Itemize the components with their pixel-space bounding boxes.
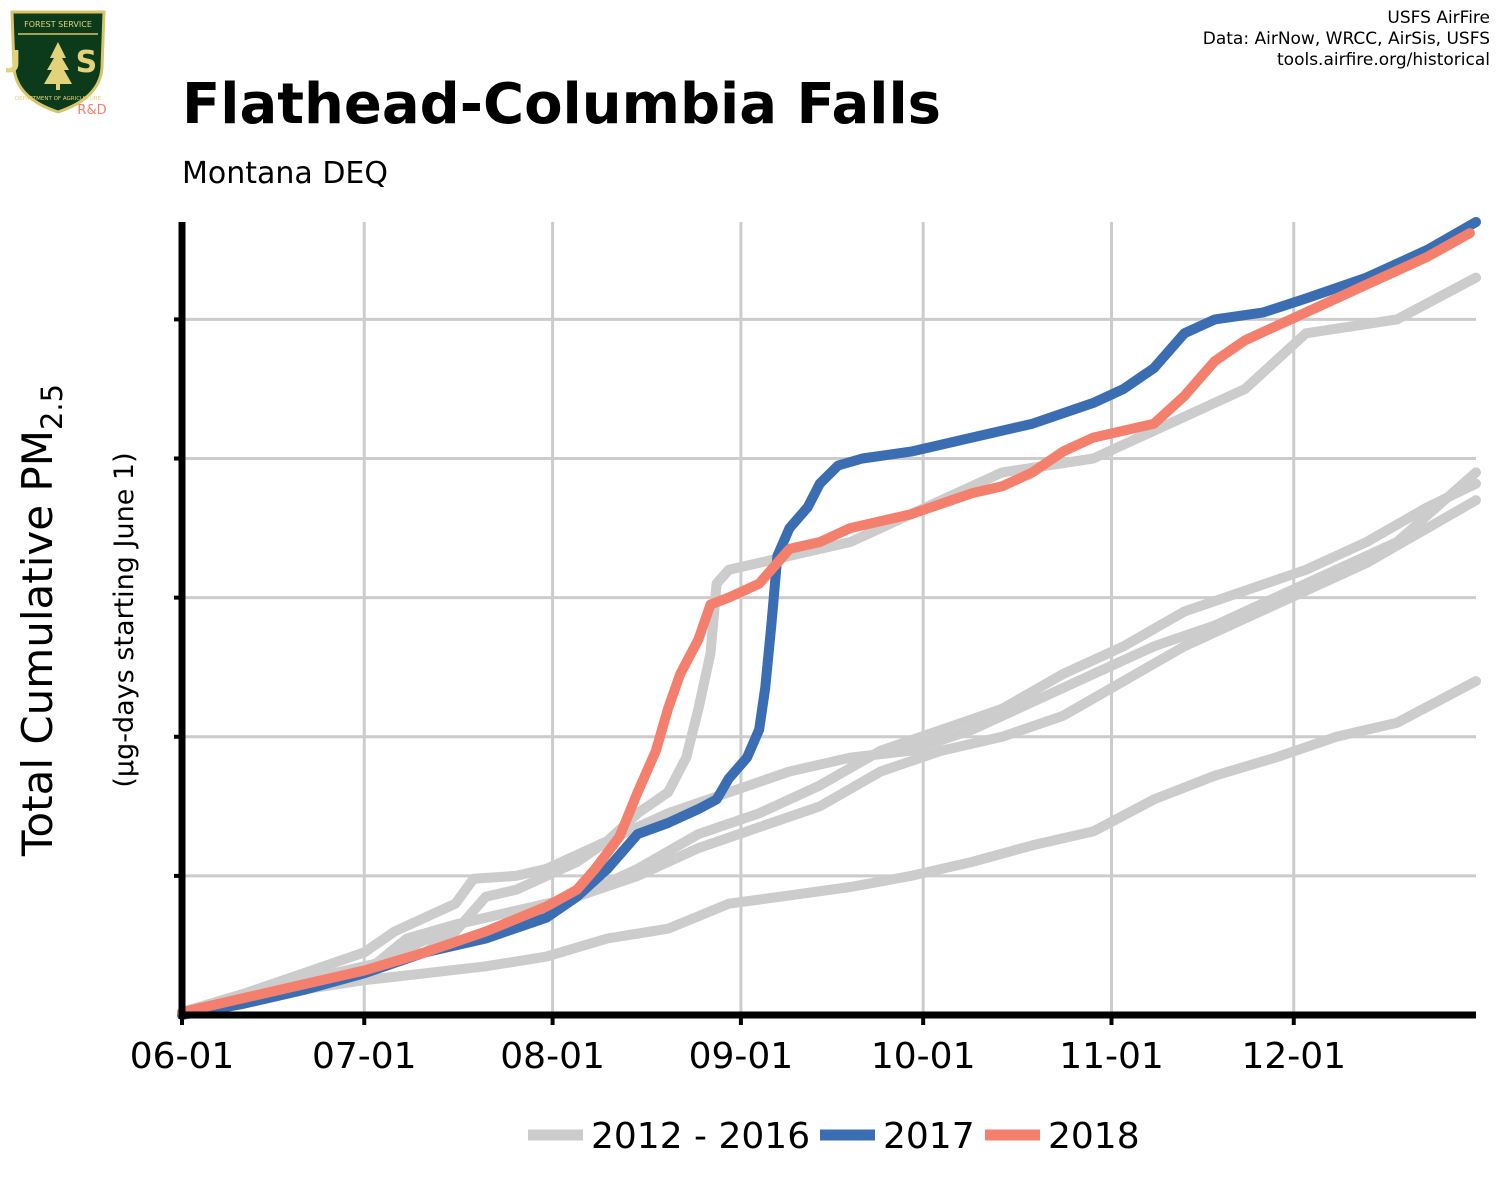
legend-label-1: 2012 - 2016 [591,1116,810,1157]
y-axis-units-label: (µg-days starting June 1) [109,452,140,787]
x-tick-label-09-01: 09-01 [689,1036,794,1077]
series-line-2018 [177,228,1475,1018]
chart-title: Flathead-Columbia Falls [182,72,942,137]
x-tick-label-06-01: 06-01 [130,1036,235,1077]
logo-top-text: FOREST SERVICE [24,20,92,29]
legend-label-2: 2017 [883,1116,975,1157]
series-line-historical-5 [177,478,1481,1018]
legend: 2012 - 2016 2017 2018 [528,1116,1140,1157]
usfs-logo: FOREST SERVICE U S DEPARTMENT OF AGRICUL… [0,6,110,118]
y-axis-label: Total Cumulative PM2.5 [13,384,69,857]
highlight-series [177,217,1481,1020]
x-tick-label-12-01: 12-01 [1241,1036,1346,1077]
credit-line-1: USFS AirFire [1387,8,1490,28]
x-tick-label-08-01: 08-01 [500,1036,605,1077]
series-line-historical-2 [177,495,1481,1020]
x-tick-label-11-01: 11-01 [1059,1036,1164,1077]
x-tick-label-10-01: 10-01 [871,1036,976,1077]
logo-center-text: U S [6,45,110,80]
historical-series [177,272,1481,1020]
credit-line-2: Data: AirNow, WRCC, AirSis, USFS [1202,29,1490,49]
series-line-historical-3 [177,467,1481,1020]
credits: USFS AirFire Data: AirNow, WRCC, AirSis,… [1203,8,1490,71]
tree-icon [44,42,72,84]
legend-label-3: 2018 [1048,1116,1140,1157]
x-tick-label-07-01: 07-01 [312,1036,417,1077]
chart-subtitle: Montana DEQ [182,156,389,191]
series-line-historical-4 [177,676,1481,1020]
axes [174,222,1476,1019]
series-line-2017 [177,217,1481,1020]
credit-line-3: tools.airfire.org/historical [1277,50,1490,70]
x-tick-labels: 06-01 07-01 08-01 09-01 10-01 11-01 12-01 [130,1015,1346,1077]
grid [182,222,1476,1015]
series-line-historical-1 [177,272,1481,1018]
logo-rd-text: R&D [77,103,106,118]
logo-bottom-text: DEPARTMENT OF AGRICULTURE [15,96,102,102]
